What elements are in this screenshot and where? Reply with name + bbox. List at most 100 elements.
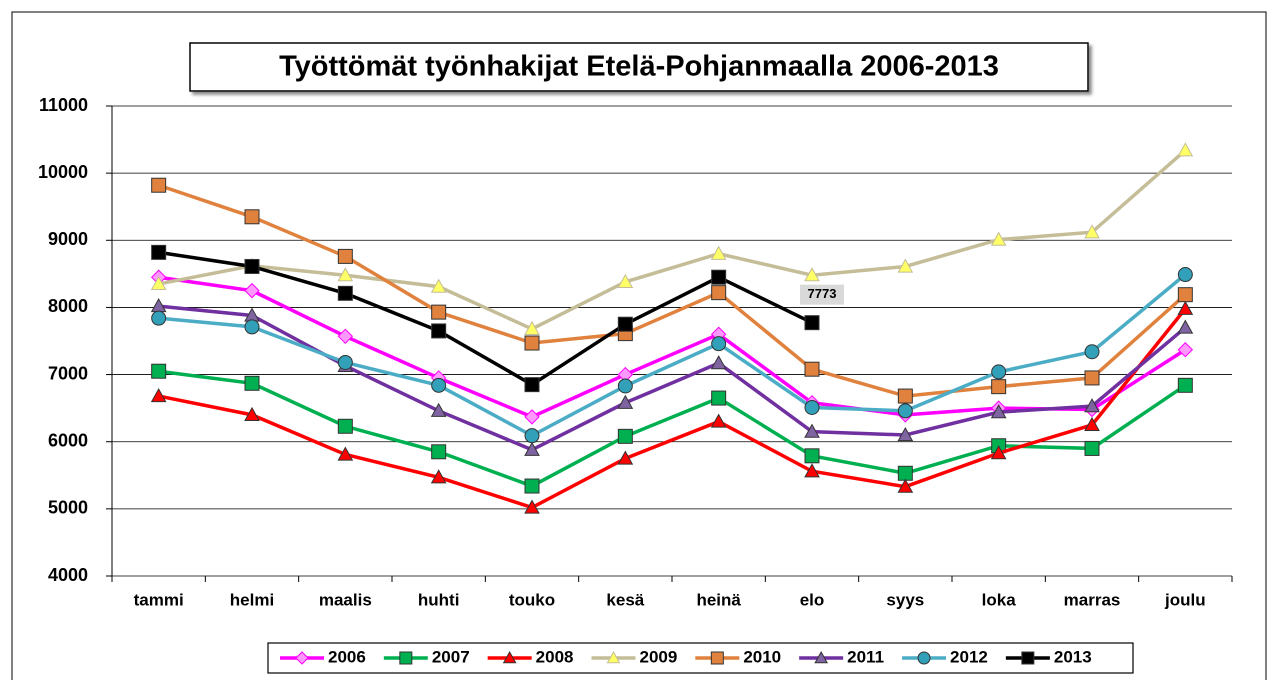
marker: [804, 399, 820, 415]
chart-border: [11, 11, 1267, 680]
marker: [524, 441, 540, 456]
marker: [711, 390, 727, 406]
marker: [990, 231, 1007, 246]
x-tick-label: heinä: [696, 590, 741, 609]
marker: [524, 409, 540, 425]
marker: [337, 285, 353, 301]
marker: [606, 650, 621, 664]
x-tick-label: marras: [1064, 590, 1121, 609]
legend-label: 2006: [328, 647, 366, 666]
marker: [1084, 344, 1100, 360]
marker: [151, 177, 167, 193]
marker: [814, 650, 828, 664]
marker: [1177, 142, 1194, 157]
series-line: [158, 273, 1187, 438]
marker: [431, 323, 447, 339]
data-label: 7773: [808, 286, 837, 301]
marker: [295, 651, 309, 665]
marker: [244, 406, 260, 421]
marker: [337, 418, 353, 434]
marker: [897, 403, 913, 419]
marker: [710, 355, 727, 370]
series-line: [158, 275, 1187, 419]
marker: [710, 245, 727, 260]
marker: [244, 282, 260, 299]
y-tick-label: 6000: [48, 430, 88, 450]
marker: [244, 209, 260, 225]
legend-label: 2011: [847, 647, 884, 666]
marker: [804, 361, 820, 377]
marker: [524, 335, 540, 351]
marker: [1177, 267, 1193, 283]
marker: [617, 450, 634, 465]
marker: [150, 388, 167, 403]
marker: [1177, 300, 1194, 315]
marker: [244, 258, 260, 274]
legend-label: 2010: [743, 647, 781, 666]
legend-label: 2007: [432, 647, 470, 666]
marker: [804, 423, 820, 438]
marker: [1084, 224, 1100, 239]
marker: [151, 363, 167, 379]
marker: [524, 428, 540, 444]
marker: [1177, 319, 1194, 334]
data-label-bg: [800, 284, 844, 305]
marker: [1177, 377, 1193, 393]
marker: [804, 315, 820, 331]
series-line: [158, 183, 1187, 398]
series-line: [158, 250, 813, 387]
marker: [897, 426, 914, 442]
marker: [917, 651, 931, 665]
y-tick-label: 4000: [48, 565, 88, 585]
marker: [337, 328, 354, 345]
marker: [804, 448, 820, 464]
x-tick-label: tammi: [134, 590, 184, 609]
marker: [990, 445, 1007, 460]
x-tick-label: maalis: [319, 590, 372, 609]
series-line: [158, 304, 1187, 452]
legend-label: 2013: [1054, 647, 1092, 666]
marker: [399, 651, 413, 665]
marker: [1084, 370, 1100, 386]
marker: [244, 375, 260, 391]
legend-label: 2012: [950, 647, 988, 666]
x-tick-label: kesä: [606, 590, 644, 609]
marker: [897, 465, 913, 481]
marker: [430, 402, 447, 417]
marker: [710, 651, 724, 665]
series-line: [158, 307, 1187, 510]
marker: [431, 444, 447, 460]
marker: [991, 364, 1007, 380]
chart-title: Työttömät työnhakijat Etelä-Pohjanmaalla…: [279, 51, 999, 83]
marker: [524, 377, 540, 393]
x-tick-label: elo: [800, 590, 825, 609]
marker: [524, 320, 540, 336]
marker: [502, 650, 517, 664]
marker: [711, 269, 727, 285]
y-tick-label: 10000: [38, 162, 88, 182]
y-tick-label: 7000: [48, 363, 88, 383]
marker: [1177, 287, 1193, 303]
marker: [1084, 398, 1100, 413]
marker: [337, 354, 353, 370]
title-box: [189, 42, 1089, 92]
marker: [524, 499, 540, 514]
marker: [897, 258, 914, 273]
y-tick-label: 11000: [39, 95, 88, 115]
marker: [617, 316, 633, 332]
marker: [804, 267, 820, 282]
marker: [430, 469, 447, 484]
marker: [617, 273, 634, 289]
marker: [710, 413, 727, 428]
series-line: [158, 148, 1187, 331]
marker: [1084, 440, 1100, 456]
marker: [431, 304, 447, 320]
y-tick-label: 9000: [48, 229, 88, 249]
x-tick-label: joulu: [1164, 590, 1206, 609]
x-tick-label: touko: [509, 590, 555, 609]
marker: [244, 319, 260, 335]
marker: [1084, 416, 1100, 432]
data-label-group: 7773: [800, 284, 844, 305]
legend-label: 2009: [639, 647, 677, 666]
